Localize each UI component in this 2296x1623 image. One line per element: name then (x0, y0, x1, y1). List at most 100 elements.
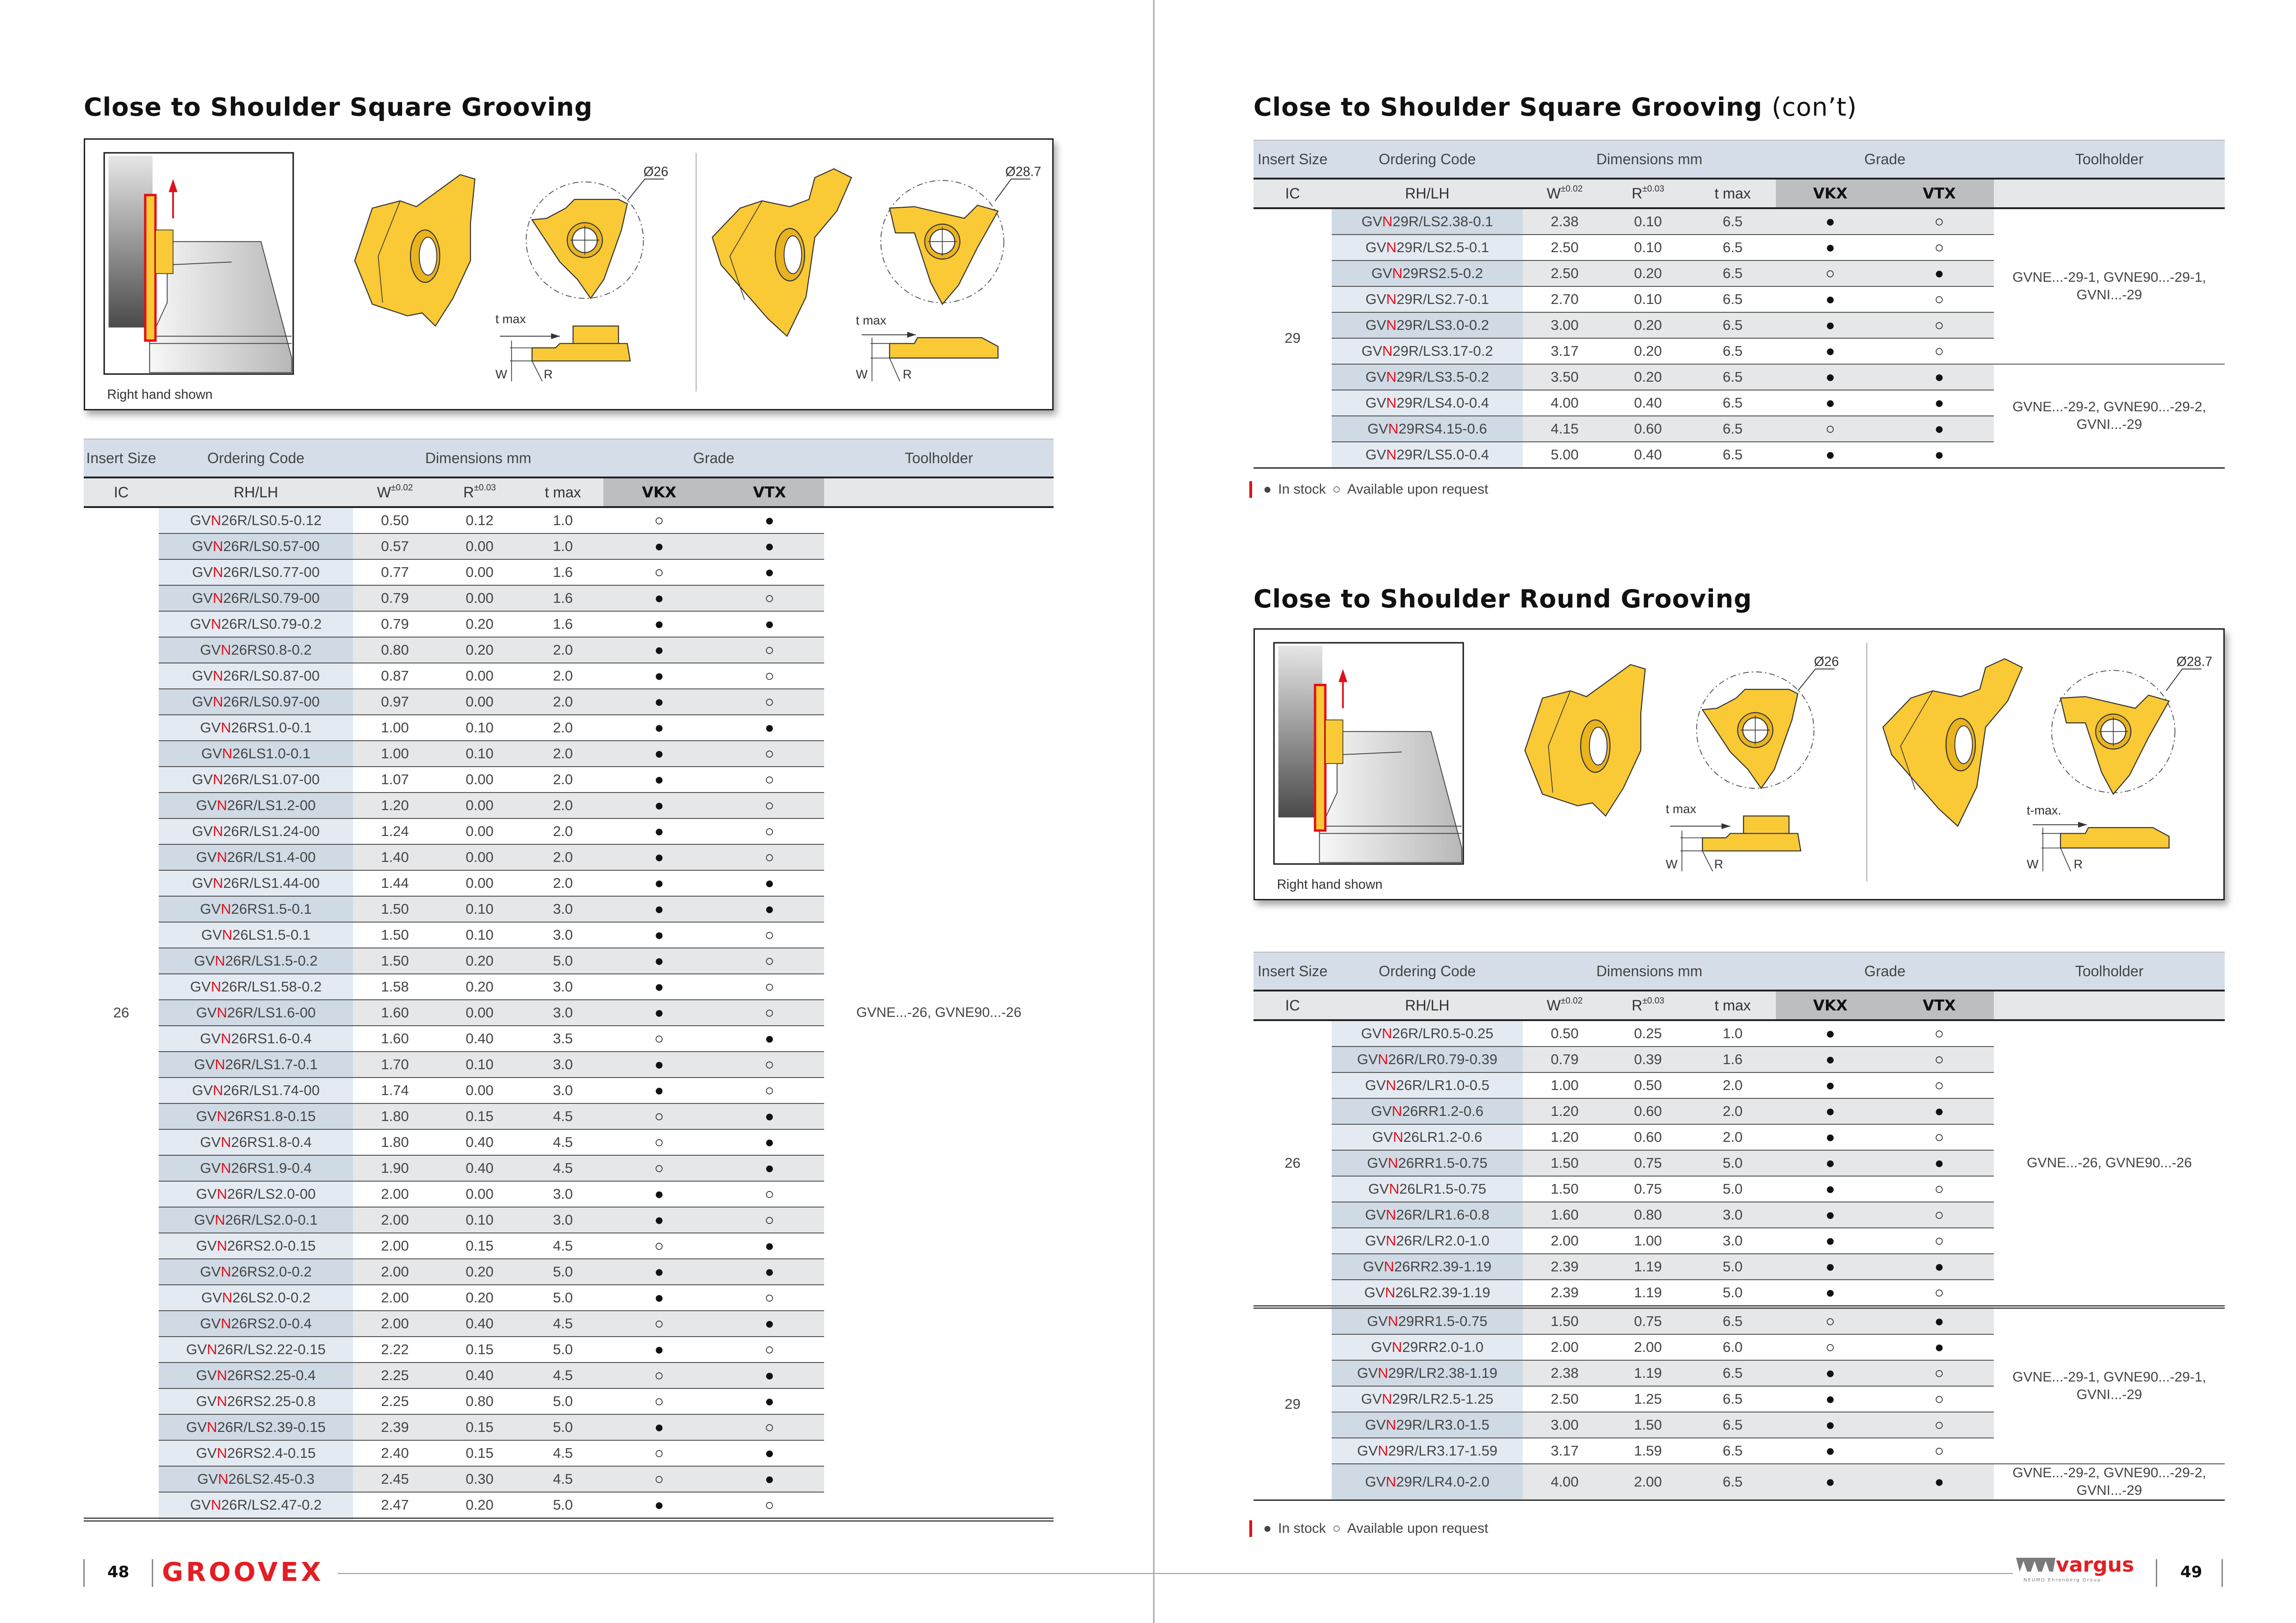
radius-value: 1.25 (1607, 1386, 1689, 1412)
col-tmax: t max (1689, 179, 1776, 209)
section-title-round: Close to Shoulder Round Grooving (1253, 584, 1752, 613)
vtx-availability-icon: ● (715, 870, 825, 897)
ordering-code: GVN26LS2.0-0.2 (201, 1289, 311, 1306)
vtx-availability-icon: ○ (715, 767, 825, 793)
col-insert-size: Insert Size (1253, 140, 1332, 180)
ordering-code-cell: GVN26LR1.2-0.6 (1332, 1124, 1523, 1151)
vkx-availability-icon: ● (1776, 208, 1885, 235)
w-tolerance: ±0.02 (1560, 996, 1583, 1006)
tmax-value: 6.5 (1689, 1464, 1776, 1501)
ordering-code-cell: GVN26R/LS2.39-0.15 (159, 1414, 353, 1441)
vkx-availability-icon: ● (1776, 1202, 1885, 1228)
ordering-code-cell: GVN29R/LR2.38-1.19 (1332, 1360, 1523, 1387)
col-r: R±0.03 (1607, 179, 1689, 209)
vtx-availability-icon: ○ (1885, 235, 1994, 261)
ordering-code-cell: GVN26R/LS1.58-0.2 (159, 974, 353, 1000)
width-value: 4.15 (1523, 416, 1607, 442)
ordering-code: GVN26LR1.5-0.75 (1368, 1181, 1487, 1197)
table-row: GVN26R/LR0.79-0.39 0.79 0.39 1.6 ● ○ (1253, 1047, 2225, 1073)
ordering-code: GVN26R/LS0.79-0.2 (190, 616, 322, 632)
ordering-code-cell: GVN26R/LS0.87-00 (159, 663, 353, 689)
tmax-value: 6.5 (1689, 1386, 1776, 1412)
width-label: W (496, 367, 508, 381)
table-row: GVN29R/LR2.5-1.25 2.50 1.25 6.5 ● ○ (1253, 1386, 2225, 1412)
vtx-availability-icon: ● (715, 1311, 825, 1337)
ordering-code: GVN26RR2.39-1.19 (1363, 1258, 1492, 1275)
tmax-value: 5.0 (522, 1259, 604, 1285)
table-row: GVN26R/LS1.2-00 1.20 0.00 2.0 ● ○ (84, 793, 1054, 819)
ordering-code: GVN29R/LS3.5-0.2 (1365, 369, 1489, 385)
table-row: GVN26R/LS2.22-0.15 2.22 0.15 5.0 ● ○ (84, 1337, 1054, 1363)
tmax-value: 4.5 (522, 1233, 604, 1259)
ordering-code-cell: GVN29R/LS5.0-0.4 (1332, 442, 1523, 469)
width-value: 2.38 (1523, 208, 1607, 235)
table-row: GVN26RR1.5-0.75 1.50 0.75 5.0 ● ● (1253, 1150, 2225, 1177)
col-rhlh: RH/LH (159, 477, 353, 508)
ordering-code-cell: GVN26R/LS1.7-0.1 (159, 1052, 353, 1078)
vtx-availability-icon: ○ (1885, 1386, 1994, 1412)
grade-legend: ● In stock ○ Available upon request (1249, 1520, 1488, 1537)
col-r: R±0.03 (1607, 991, 1689, 1021)
on-request-circle-icon: ○ (1332, 1521, 1341, 1536)
col-w: W±0.02 (1523, 179, 1607, 209)
ordering-code: GVN26R/LS1.24-00 (192, 823, 320, 839)
radius-value: 0.15 (437, 1337, 522, 1363)
tmax-value: 2.0 (522, 870, 604, 897)
radius-value: 0.15 (437, 1414, 522, 1441)
col-vtx: VTX (1885, 991, 1994, 1021)
vkx-availability-icon: ● (603, 793, 715, 819)
tmax-value: 6.5 (1689, 442, 1776, 469)
radius-value: 0.00 (437, 533, 522, 560)
vtx-availability-icon: ○ (1885, 1412, 1994, 1438)
insert-3d-view-ic26 (354, 174, 476, 327)
ordering-code-cell: GVN26RS1.0-0.1 (159, 715, 353, 741)
r-label: R (1632, 997, 1643, 1014)
table-row: GVN26RS2.25-0.8 2.25 0.80 5.0 ○ ● (84, 1388, 1054, 1415)
insert-3d-view-ic26 (1524, 664, 1646, 817)
vkx-availability-icon: ○ (603, 1233, 715, 1259)
col-ic: IC (1253, 991, 1332, 1021)
radius-value: 0.20 (437, 948, 522, 974)
vtx-availability-icon: ○ (715, 844, 825, 871)
vtx-availability-icon: ● (715, 533, 825, 560)
col-grade: Grade (1776, 952, 1994, 991)
col-vtx: VTX (1885, 179, 1994, 209)
vtx-availability-icon: ○ (1885, 312, 1994, 339)
ordering-code-cell: GVN26R/LS0.5-0.12 (159, 507, 353, 534)
tmax-value: 3.0 (522, 1000, 604, 1026)
vkx-availability-icon: ● (603, 689, 715, 715)
ordering-code-cell: GVN26RS1.5-0.1 (159, 896, 353, 923)
ordering-code-cell: GVN26R/LS1.74-00 (159, 1078, 353, 1104)
ordering-code: GVN26R/LS0.5-0.12 (190, 512, 322, 528)
ordering-code-cell: GVN26RS2.4-0.15 (159, 1440, 353, 1467)
vtx-availability-icon: ● (715, 715, 825, 741)
tmax-value: 5.0 (522, 1492, 604, 1520)
radius-value: 0.00 (437, 767, 522, 793)
ordering-code-cell: GVN26R/LS0.79-0.2 (159, 611, 353, 638)
col-grade: Grade (603, 439, 825, 478)
tmax-value: 6.5 (1689, 208, 1776, 235)
vtx-availability-icon: ● (715, 1129, 825, 1156)
table-header-row: Insert Size Ordering Code Dimensions mm … (84, 439, 1054, 478)
table-row: 26 GVN26R/LS0.5-0.12 0.50 0.12 1.0 ○ ● GVN… (84, 507, 1054, 1520)
tmax-value: 3.5 (522, 1026, 604, 1052)
ordering-code: GVN26RS1.6-0.4 (200, 1030, 312, 1047)
tmax-value: 5.0 (522, 1337, 604, 1363)
table-row: GVN29RS2.5-0.2 2.50 0.20 6.5 ○ ● (1253, 260, 2225, 287)
col-vtx: VTX (715, 477, 825, 508)
radius-value: 1.19 (1607, 1254, 1689, 1280)
col-vkx: VKX (1776, 179, 1885, 209)
w-label: W (1546, 997, 1561, 1014)
width-value: 2.00 (353, 1259, 437, 1285)
width-label: W (1666, 857, 1678, 871)
radius-value: 0.20 (1607, 364, 1689, 390)
vkx-availability-icon: ● (603, 533, 715, 560)
insert-top-view-ic29 (880, 178, 1030, 305)
width-value: 0.97 (353, 689, 437, 715)
vkx-availability-icon: ● (603, 974, 715, 1000)
radius-value: 0.40 (437, 1155, 522, 1182)
table-row: GVN29R/LS2.5-0.1 2.50 0.10 6.5 ● ○ (1253, 235, 2225, 261)
radius-value: 0.40 (437, 1363, 522, 1389)
table-row: GVN26RS1.8-0.15 1.80 0.15 4.5 ○ ● (84, 1103, 1054, 1130)
ordering-code: GVN26R/LS1.2-00 (196, 797, 316, 813)
